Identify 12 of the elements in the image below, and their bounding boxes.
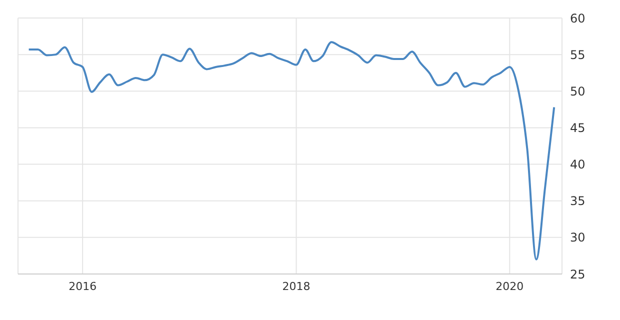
x-tick-label: 2020: [496, 280, 524, 293]
y-tick-label: 60: [570, 11, 586, 26]
x-tick-label: 2016: [68, 280, 97, 293]
y-tick-label: 55: [570, 48, 586, 62]
y-tick-label: 50: [570, 84, 586, 98]
y-tick-label: 40: [570, 158, 586, 172]
x-tick-label: 2018: [282, 280, 310, 293]
y-tick-label: 30: [570, 230, 586, 245]
y-tick-label: 25: [570, 267, 586, 282]
y-tick-label: 35: [570, 194, 586, 208]
y-tick-label: 45: [570, 120, 586, 135]
line-series: [28, 41, 556, 260]
